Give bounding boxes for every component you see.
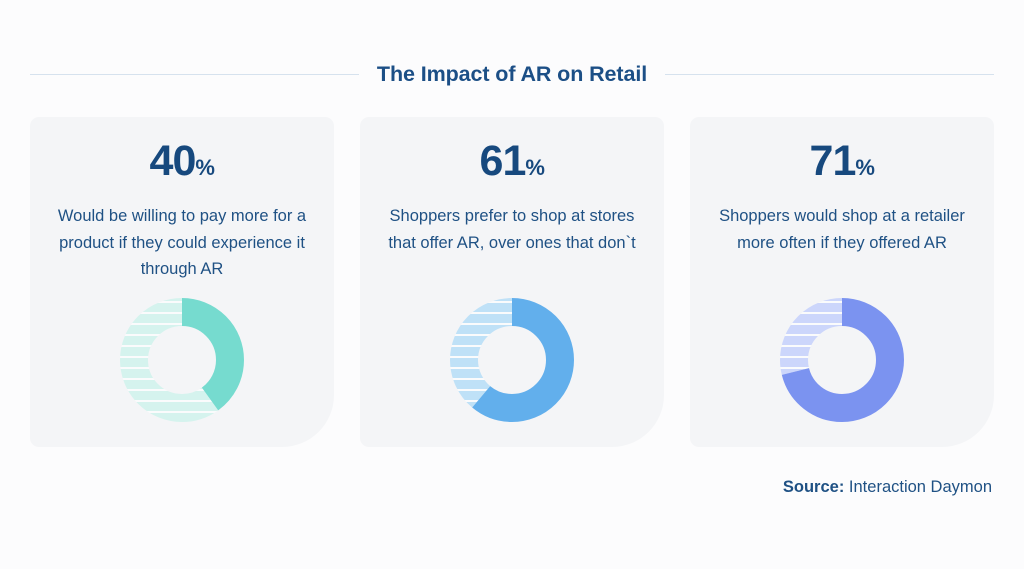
source-value: Interaction Daymon (848, 478, 992, 496)
stat-description: Shoppers prefer to shop at stores that o… (388, 207, 636, 252)
stat-card-71: 71 % Shoppers would shop at a retailer m… (690, 117, 994, 447)
stat-number: 40 (149, 137, 197, 185)
source-attribution: Source: Interaction Daymon (783, 478, 992, 497)
donut-value-segment (450, 298, 574, 422)
percent-sign: % (525, 155, 545, 180)
stat-number: 61 (479, 137, 527, 185)
stat-card-61: 61 % Shoppers prefer to shop at stores t… (360, 117, 664, 447)
stat-value-61: 61 % (480, 140, 545, 183)
stat-value-40: 40 % (150, 140, 215, 183)
percent-sign: % (855, 155, 875, 180)
header: The Impact of AR on Retail (30, 62, 994, 87)
donut-chart-61-svg (450, 298, 574, 422)
donut-value-segment (120, 298, 244, 422)
donut-chart-40 (120, 298, 244, 422)
stat-number: 71 (809, 137, 857, 185)
page-title: The Impact of AR on Retail (376, 62, 648, 86)
stat-description: Would be willing to pay more for a produ… (57, 207, 307, 279)
header-rule-left (30, 74, 359, 75)
donut-chart-40-svg (120, 298, 244, 422)
donut-value-segment (780, 298, 904, 422)
donut-chart-71-svg (780, 298, 904, 422)
source-label: Source: (782, 478, 845, 496)
percent-sign: % (195, 155, 215, 180)
stat-card-list: 40 % Would be willing to pay more for a … (30, 117, 994, 447)
donut-chart-61 (450, 298, 574, 422)
header-rule-right (665, 74, 994, 75)
stat-description: Shoppers would shop at a retailer more o… (719, 207, 965, 252)
stat-card-40: 40 % Would be willing to pay more for a … (30, 117, 334, 447)
donut-chart-71 (780, 298, 904, 422)
stat-value-71: 71 % (810, 140, 875, 183)
